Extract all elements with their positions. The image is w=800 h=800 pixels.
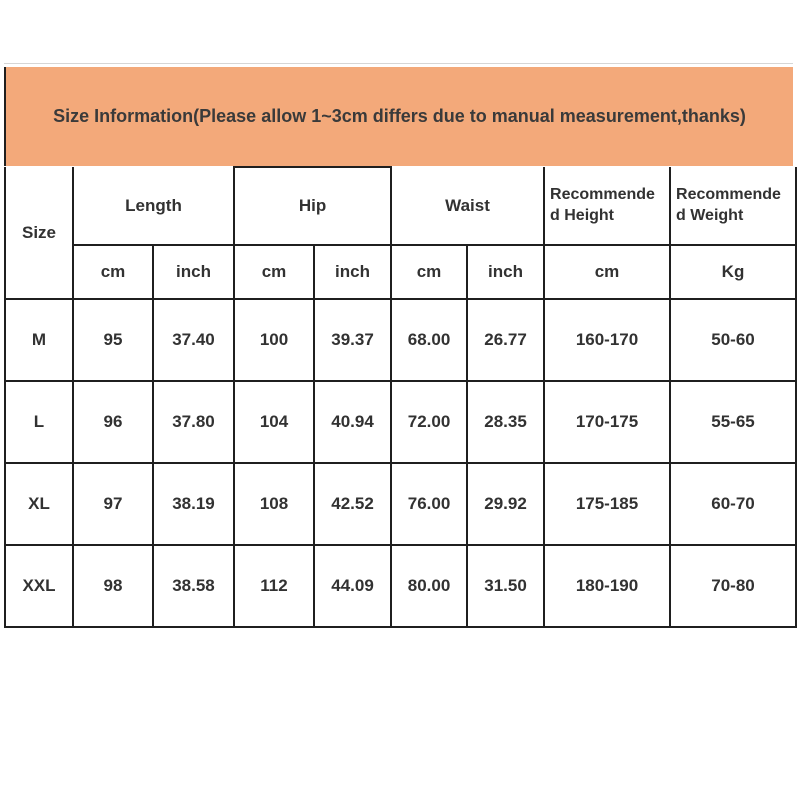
table-row-size-xxl: XXL 98 38.58 112 44.09 80.00 31.50 180-1… — [4, 544, 798, 628]
banner-title: Size Information(Please allow 1~3cm diff… — [53, 106, 746, 126]
cell-waist-cm: 68.00 — [390, 298, 469, 382]
unit-header-weight-kg: Kg — [669, 244, 798, 300]
unit-header-hip-cm: cm — [233, 244, 315, 300]
cell-hip-cm: 108 — [233, 462, 315, 546]
row-size-label: M — [4, 298, 74, 382]
size-info-banner: Size Information(Please allow 1~3cm diff… — [4, 67, 793, 166]
cell-waist-cm: 76.00 — [390, 462, 469, 546]
cell-waist-inch: 31.50 — [466, 544, 546, 628]
size-table: Size Length Hip Waist Recommende d Heigh… — [4, 166, 798, 628]
col-header-hip: Hip — [232, 166, 393, 246]
table-row-size-m: M 95 37.40 100 39.37 68.00 26.77 160-170… — [4, 298, 798, 382]
cell-hip-inch: 39.37 — [312, 298, 393, 382]
cell-rec-height: 180-190 — [543, 544, 672, 628]
cell-length-inch: 38.19 — [152, 462, 235, 546]
cell-hip-inch: 40.94 — [312, 380, 393, 464]
cell-rec-weight: 50-60 — [669, 298, 798, 382]
row-size-label: XL — [4, 462, 74, 546]
col-header-recommended-height: Recommende d Height — [543, 167, 672, 246]
cell-waist-inch: 28.35 — [466, 380, 546, 464]
cell-length-inch: 38.58 — [152, 544, 235, 628]
cell-length-inch: 37.40 — [152, 298, 235, 382]
cell-rec-weight: 60-70 — [669, 462, 798, 546]
cell-length-cm: 96 — [72, 380, 154, 464]
cell-length-cm: 98 — [72, 544, 154, 628]
header-row-main: Size Length Hip Waist Recommende d Heigh… — [4, 166, 798, 300]
unit-header-length-inch: inch — [152, 244, 235, 300]
cell-hip-inch: 44.09 — [312, 544, 393, 628]
col-header-waist: Waist — [390, 167, 546, 246]
unit-header-hip-inch: inch — [312, 244, 393, 300]
table-row-size-xl: XL 97 38.19 108 42.52 76.00 29.92 175-18… — [4, 462, 798, 546]
cell-rec-weight: 70-80 — [669, 544, 798, 628]
table-row-size-l: L 96 37.80 104 40.94 72.00 28.35 170-175… — [4, 380, 798, 464]
unit-header-length-cm: cm — [72, 244, 154, 300]
unit-header-height-cm: cm — [543, 244, 672, 300]
cell-waist-cm: 72.00 — [390, 380, 469, 464]
row-size-label: XXL — [4, 544, 74, 628]
col-header-size: Size — [4, 167, 74, 300]
cell-rec-weight: 55-65 — [669, 380, 798, 464]
cell-hip-cm: 100 — [233, 298, 315, 382]
col-header-length: Length — [72, 167, 235, 246]
cell-waist-inch: 26.77 — [466, 298, 546, 382]
cell-length-inch: 37.80 — [152, 380, 235, 464]
cell-length-cm: 97 — [72, 462, 154, 546]
header-row-units: cm inch cm inch cm inch cm Kg — [5, 244, 798, 300]
cell-length-cm: 95 — [72, 298, 154, 382]
cell-rec-height: 160-170 — [543, 298, 672, 382]
cell-hip-inch: 42.52 — [312, 462, 393, 546]
cell-hip-cm: 112 — [233, 544, 315, 628]
col-header-recommended-weight: Recommende d Weight — [669, 167, 798, 246]
cell-hip-cm: 104 — [233, 380, 315, 464]
cell-rec-height: 170-175 — [543, 380, 672, 464]
banner-top-divider — [4, 63, 793, 64]
cell-waist-inch: 29.92 — [466, 462, 546, 546]
cell-rec-height: 175-185 — [543, 462, 672, 546]
row-size-label: L — [4, 380, 74, 464]
cell-waist-cm: 80.00 — [390, 544, 469, 628]
unit-header-waist-cm: cm — [390, 244, 469, 300]
unit-header-waist-inch: inch — [466, 244, 546, 300]
